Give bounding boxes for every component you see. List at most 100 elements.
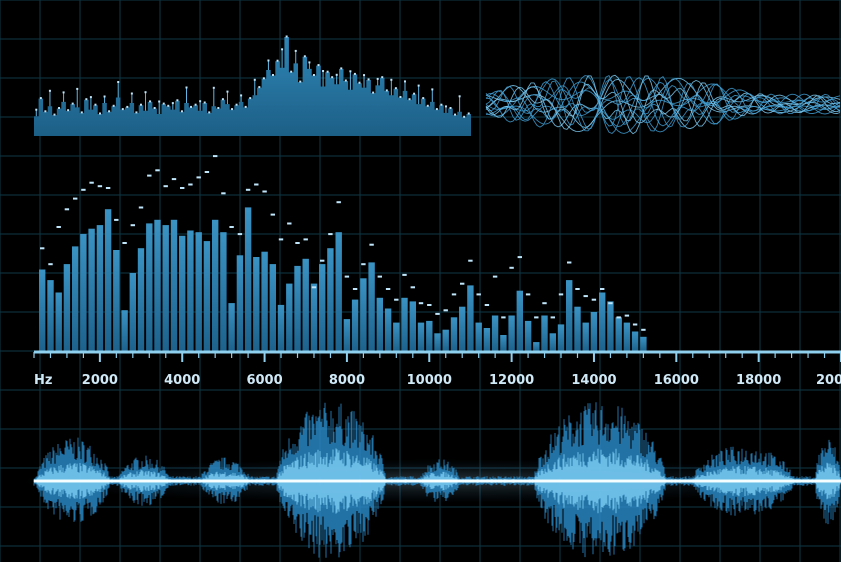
spectrum-bar (483, 328, 491, 351)
spectrum-bar (302, 258, 309, 351)
spectrum-bar (220, 232, 227, 351)
spectrum-peak-marker (641, 328, 646, 331)
histogram-peak-dot (344, 79, 347, 82)
spectrum-peak-marker (517, 256, 522, 259)
spectrum-peak-marker (130, 224, 135, 227)
spectrum-peak-marker (204, 171, 210, 173)
histogram-peak-dot (62, 91, 65, 94)
histogram-peak-dot (417, 84, 420, 87)
spectrum-bar (146, 223, 153, 351)
histogram-peak-dot (235, 103, 238, 106)
spectrum-bar (557, 324, 565, 351)
spectrum-bar (162, 225, 169, 351)
spectrum-bar (269, 264, 276, 351)
spectrum-bar (327, 248, 334, 351)
histogram-peak-dot (276, 59, 279, 62)
spectrum-peak-marker (476, 293, 481, 296)
axis-tick-label: 2000 (82, 373, 118, 388)
spectrum-peak-marker (320, 259, 325, 262)
spectrum-peak-marker (303, 238, 308, 241)
spectrum-peak-marker (575, 288, 580, 290)
spectrum-peak-marker (278, 238, 284, 241)
spectrum-peak-marker (427, 304, 432, 306)
spectrum-peak-marker (369, 243, 374, 246)
spectrum-peak-marker (435, 312, 440, 315)
spectrum-bar (590, 312, 598, 351)
spectrum-peak-marker (122, 242, 127, 244)
histogram-peak-dot (58, 107, 61, 109)
spectrum-bar (475, 322, 482, 351)
histogram-peak-dot (89, 96, 92, 99)
histogram-peak-dot (112, 104, 115, 107)
histogram-peak-dot (135, 111, 138, 114)
spectrum-bar (401, 297, 408, 351)
oscilloscope-trace (485, 75, 841, 122)
spectrum-peak-marker (451, 293, 457, 296)
spectrum-peak-marker (550, 316, 555, 319)
spectrum-peak-marker (105, 187, 111, 189)
histogram-peak-dot (454, 113, 457, 116)
histogram-peak-dot (171, 102, 174, 105)
spectrum-bar (253, 257, 260, 351)
spectrum-peak-marker (48, 263, 53, 266)
axis-tick-label: 6000 (246, 373, 282, 388)
spectrum-peak-marker (237, 233, 243, 236)
spectrum-peak-marker (558, 293, 564, 296)
spectrum-bar (442, 329, 449, 351)
histogram-peak-dot (139, 103, 142, 106)
spectrum-peak-marker (97, 185, 103, 188)
histogram-peak-dot (108, 110, 111, 113)
spectrum-bar (417, 322, 425, 351)
spectrum-peak-marker (295, 242, 300, 244)
spectrum-peak-marker (583, 295, 588, 298)
histogram-peak-dot (322, 70, 325, 72)
spectrum-bar (459, 306, 466, 351)
histogram-peak-dot (394, 87, 397, 90)
spectrum-peak-marker (344, 275, 350, 278)
axis-tick-label: 12000 (489, 373, 534, 388)
histogram-peak-dot (335, 73, 338, 76)
axis-tick-label: 14000 (571, 373, 616, 388)
spectrum-peak-marker (213, 155, 218, 158)
histogram-peak-dot (226, 90, 229, 93)
histogram-peak-dot (262, 77, 265, 80)
histogram-peak-dot (431, 88, 434, 91)
oscilloscope-trace (485, 76, 841, 128)
histogram-peak-dot (467, 112, 470, 115)
spectrum-bar (368, 262, 375, 351)
spectrum-peak-marker (402, 273, 407, 276)
spectrum-peak-marker (287, 222, 292, 225)
spectrum-bar (55, 292, 62, 351)
histogram-peak-dot (281, 48, 284, 51)
histogram-peak-dot (308, 61, 311, 64)
spectrum-bar (434, 333, 441, 351)
spectrum-peak-marker (624, 314, 630, 317)
histogram-peak-dot (217, 107, 220, 109)
histogram-peak-dot (67, 109, 70, 112)
axis-tick-label: 16000 (654, 373, 699, 388)
spectrum-peak-marker (608, 302, 613, 305)
histogram-peak-dot (149, 100, 152, 103)
spectrum-peak-marker (328, 233, 333, 236)
spectrum-bar (574, 306, 581, 351)
spectrum-bar (88, 228, 95, 351)
histogram-peak-dot (285, 35, 288, 38)
histogram-peak-dot (435, 108, 438, 111)
histogram-peak-dot (167, 104, 170, 107)
histogram-peak-dot (99, 112, 102, 115)
spectrum-peak-marker (155, 169, 160, 172)
frequency-spectrum-panel (39, 155, 647, 351)
spectrum-bar (104, 209, 112, 351)
spectrum-bar (524, 320, 532, 351)
spectrum-bar (376, 297, 383, 351)
spectrum-peak-marker (418, 302, 424, 305)
spectrum-bar (137, 248, 145, 351)
spectrum-peak-marker (385, 288, 391, 290)
histogram-peak-dot (94, 103, 97, 106)
spectrum-peak-marker (221, 192, 226, 195)
spectrum-peak-marker (254, 183, 259, 186)
spectrum-peak-marker (180, 187, 185, 189)
histogram-area (34, 37, 471, 136)
spectrum-bar (607, 301, 614, 351)
